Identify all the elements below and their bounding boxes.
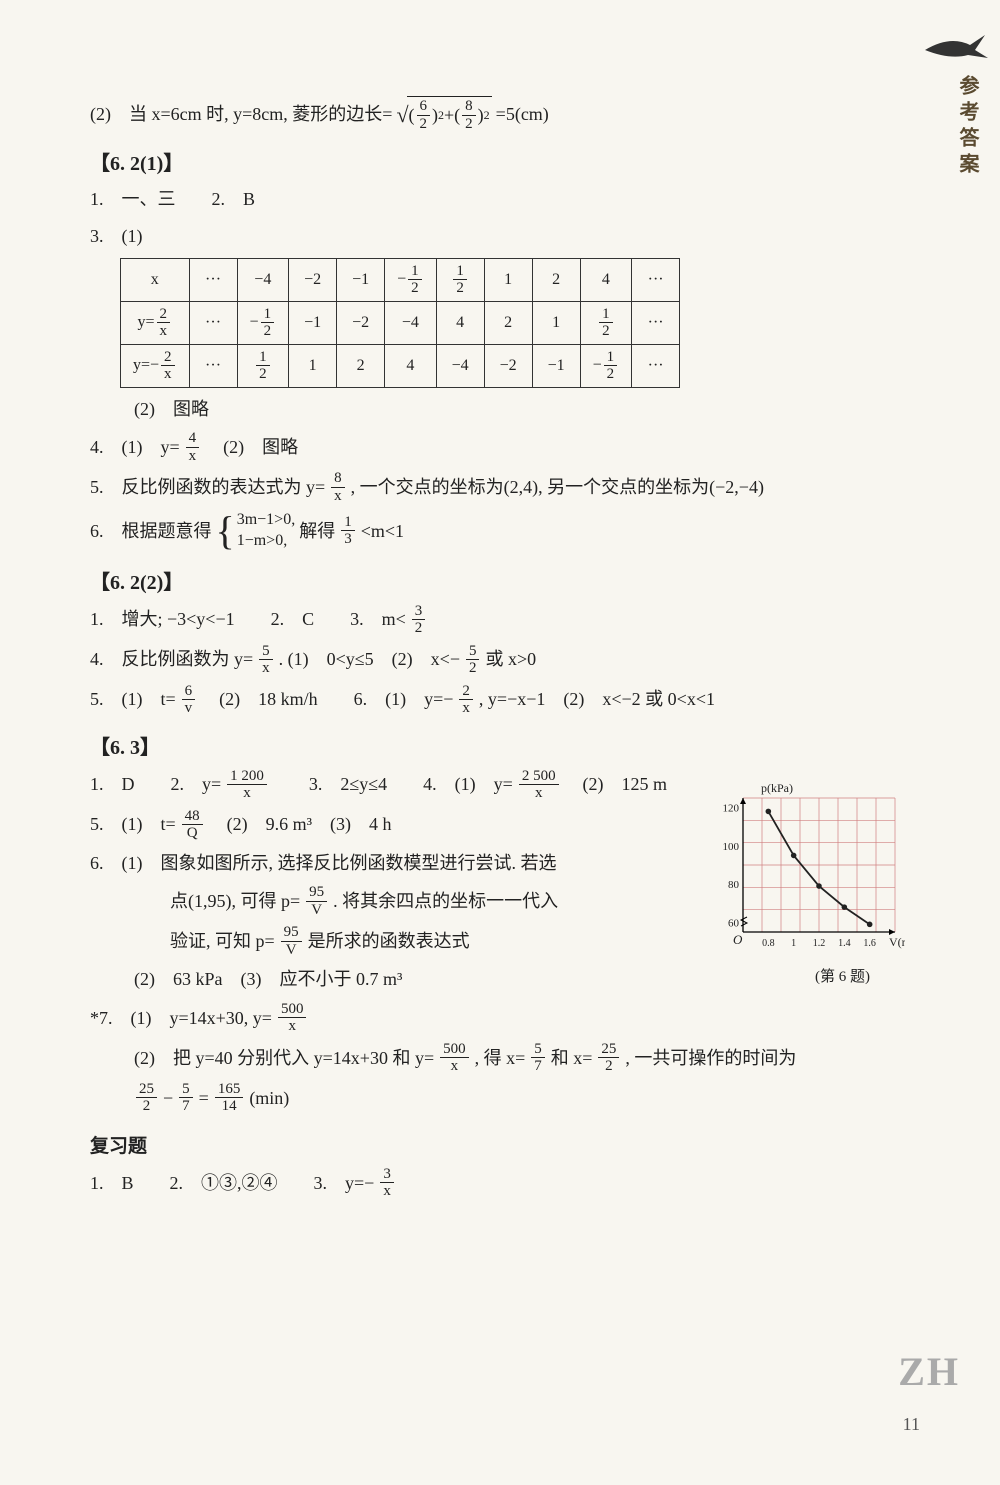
svg-text:80: 80 bbox=[728, 879, 740, 891]
svg-text:O: O bbox=[733, 932, 743, 947]
q63-7-3: 252 − 57 = 16514 (min) bbox=[90, 1081, 910, 1115]
q63-7-2: (2) 把 y=40 分别代入 y=14x+30 和 y= 500x , 得 x… bbox=[90, 1041, 910, 1075]
pressure-volume-chart: 60 80 100 120 0.8 1 1.2 1.4 1.6 Op(kPa) V(m³) bbox=[705, 780, 905, 960]
section-6-2-1-head: 【6. 2(1)】 bbox=[90, 147, 910, 176]
q622-5-6: 5. (1) t= 6v (2) 18 km/h 6. (1) y=− 2x ,… bbox=[90, 683, 910, 717]
q622-1: 1. 增大; −3<y<−1 2. C 3. m< 32 bbox=[90, 603, 910, 637]
svg-text:120: 120 bbox=[723, 803, 740, 815]
intro-suffix: =5(cm) bbox=[496, 99, 549, 130]
review-head: 复习题 bbox=[90, 1131, 910, 1158]
swallow-icon bbox=[920, 30, 990, 70]
page-number: 11 bbox=[903, 1414, 920, 1435]
svg-text:1: 1 bbox=[791, 938, 796, 949]
q63-6-1: 6. (1) 图象如图所示, 选择反比例函数模型进行尝试. 若选 bbox=[90, 848, 610, 879]
section-6-2-2-head: 【6. 2(2)】 bbox=[90, 566, 910, 595]
q63-6-2: 点(1,95), 可得 p= 95V . 将其余四点的坐标一一代入 bbox=[90, 884, 610, 918]
intro-line: (2) 当 x=6cm 时, y=8cm, 菱形的边长= (62)2 +(82)… bbox=[90, 96, 910, 133]
svg-text:p(kPa): p(kPa) bbox=[761, 781, 793, 795]
page-content: 参考答案 (2) 当 x=6cm 时, y=8cm, 菱形的边长= (62)2 … bbox=[0, 0, 1000, 1246]
side-label: 参考答案 bbox=[953, 75, 982, 179]
q621-4: 4. (1) y= 4x (2) 图略 bbox=[90, 430, 910, 464]
cases-brace: { 3m−1>0, 1−m>0, bbox=[216, 510, 296, 552]
review-q1: 1. B 2. ①③,②④ 3. y=− 3x bbox=[90, 1166, 910, 1200]
q63-7-1: *7. (1) y=14x+30, y= 500x bbox=[90, 1001, 910, 1035]
q621-3-2: (2) 图略 bbox=[90, 394, 910, 425]
svg-text:1.6: 1.6 bbox=[863, 938, 876, 949]
q622-4: 4. 反比例函数为 y= 5x . (1) 0<y≤5 (2) x<− 52 或… bbox=[90, 643, 910, 677]
data-table: x···−4−2−1−1212124···y=2x···−12−1−2−4421… bbox=[120, 258, 680, 388]
svg-text:V(m³): V(m³) bbox=[889, 935, 905, 949]
sqrt-expr: (62)2 +(82)2 bbox=[396, 96, 491, 133]
q621-1-2: 1. 一、三 2. B bbox=[90, 184, 910, 215]
q63-6-3: 验证, 可知 p= 95V 是所求的函数表达式 bbox=[90, 924, 610, 958]
q63-6-4: (2) 63 kPa (3) 应不小于 0.7 m³ bbox=[90, 964, 910, 995]
svg-text:0.8: 0.8 bbox=[762, 938, 775, 949]
q621-5: 5. 反比例函数的表达式为 y= 8x , 一个交点的坐标为(2,4), 另一个… bbox=[90, 470, 910, 504]
section-6-3-head: 【6. 3】 bbox=[90, 731, 910, 760]
svg-text:1.2: 1.2 bbox=[813, 938, 826, 949]
intro-prefix: (2) 当 x=6cm 时, y=8cm, 菱形的边长= bbox=[90, 99, 392, 130]
q621-6: 6. 根据题意得 { 3m−1>0, 1−m>0, 解得 13 <m<1 bbox=[90, 510, 910, 552]
svg-text:100: 100 bbox=[723, 841, 740, 853]
chart-caption: (第 6 题) bbox=[815, 965, 870, 986]
svg-text:60: 60 bbox=[728, 917, 740, 929]
svg-text:1.4: 1.4 bbox=[838, 938, 851, 949]
q621-3: 3. (1) bbox=[90, 221, 910, 252]
zh-watermark: ZH bbox=[898, 1348, 960, 1395]
